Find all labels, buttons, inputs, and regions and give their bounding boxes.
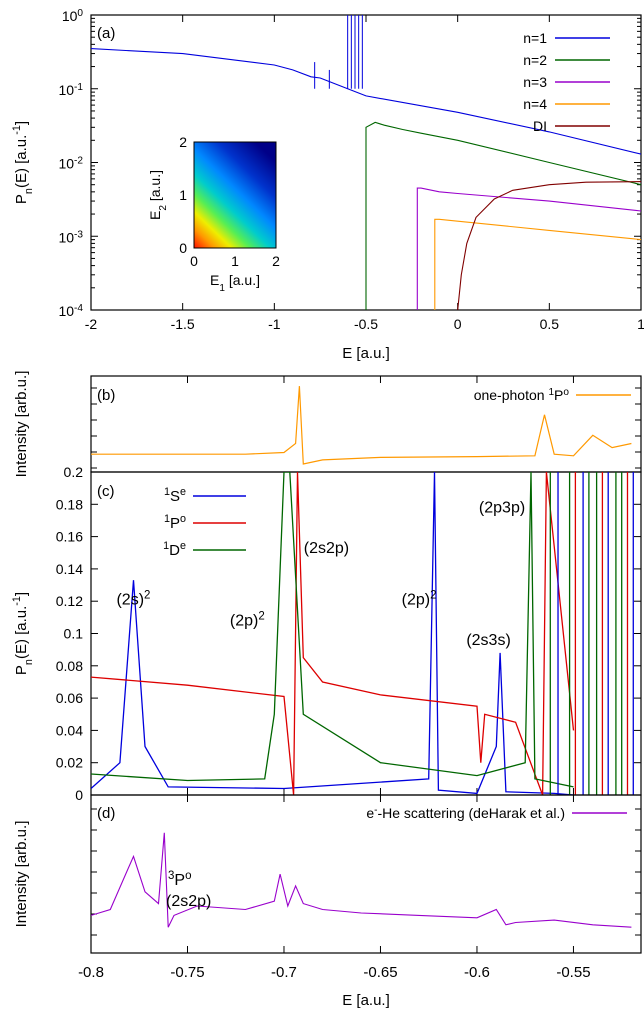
series-group <box>91 472 634 795</box>
y-tick-label: 0 <box>75 787 83 803</box>
legend-label: n=1 <box>523 30 547 46</box>
plot-frame <box>90 794 642 954</box>
y-tick-label: 0.02 <box>56 755 83 771</box>
x-tick-label: -2 <box>85 316 98 332</box>
y-axis-label: Pn(E) [a.u.-1] <box>11 121 35 204</box>
x-tick-label: -0.5 <box>354 316 378 332</box>
series-line-S <box>91 472 574 795</box>
legend-label: n=3 <box>523 74 547 90</box>
series-line-n=1 <box>91 48 641 155</box>
y-tick-label: 0.1 <box>64 626 84 642</box>
inset-y-tick-label: 0 <box>179 240 187 256</box>
y-tick-label: 0.12 <box>56 593 83 609</box>
legend-label: e--He scattering (deHarak et al.) <box>366 805 565 822</box>
y-tick-label: 10-3 <box>58 229 83 246</box>
y-tick-label: 10-4 <box>58 303 83 320</box>
x-tick-label: -1 <box>268 316 281 332</box>
inset-y-tick-label: 2 <box>179 134 187 150</box>
x-tick-label: -1.5 <box>171 316 195 332</box>
series-line-one-photon <box>91 386 632 465</box>
y-tick-label: 0.06 <box>56 690 83 706</box>
series-line-P <box>91 472 575 795</box>
state-annotation: (2p)2 <box>402 589 437 608</box>
y-tick-label: 100 <box>62 8 84 25</box>
series-line-n=2 <box>365 121 641 310</box>
x-tick-label: -0.6 <box>464 964 490 981</box>
legend-label: one-photon 1Po <box>474 387 570 404</box>
inset-x-tick-label: 1 <box>231 253 239 269</box>
panel-c: 0 0.02 0.04 0.06 0.08 0.1 0.12 0.14 0.16 0.18 0.2 (… <box>11 464 642 803</box>
panel-b: (b) Intensity [arb.u.] one-photon 1Po <box>13 371 642 478</box>
y-tick-label: 0.08 <box>56 658 83 674</box>
series-group <box>91 15 641 310</box>
x-tick-label: 0 <box>454 316 462 332</box>
legend-label: 1Po <box>164 513 186 532</box>
state-annotation: (2s3s) <box>466 632 510 649</box>
panel-label: (c) <box>97 483 115 500</box>
x-axis-label: E [a.u.] <box>342 345 390 362</box>
y-axis-label: Intensity [arb.u.] <box>13 371 30 478</box>
y-tick-label: 10-2 <box>58 155 83 172</box>
legend-label: n=4 <box>523 96 547 112</box>
series-group <box>91 832 632 928</box>
series-line-D <box>91 472 574 788</box>
state-annotation: (2s2p) <box>304 540 349 557</box>
x-tick-label: -0.65 <box>363 964 397 981</box>
y-axis-label: Intensity [arb.u.] <box>13 821 30 928</box>
state-annotation: (2s)2 <box>116 589 150 608</box>
x-tick-label: -0.75 <box>170 964 204 981</box>
series-line-n=3 <box>416 187 641 310</box>
x-axis-label: E [a.u.] <box>342 992 390 1009</box>
series-line-scattering <box>91 832 632 928</box>
x-tick-label: 1 <box>637 316 644 332</box>
x-tick-label: -0.55 <box>556 964 590 981</box>
legend-label: DI <box>533 118 547 134</box>
series-line-n=4 <box>434 218 641 310</box>
y-tick-label: 10-1 <box>58 81 83 98</box>
y-tick-label: 0.14 <box>56 561 83 577</box>
y-tick-label: 0.2 <box>64 464 84 480</box>
panel-label: (b) <box>97 387 115 404</box>
state-annotation: (2s2p) <box>166 893 211 910</box>
panel-label: (a) <box>97 25 115 42</box>
y-tick-label: 0.16 <box>56 529 83 545</box>
y-axis-label: Pn(E) [a.u.-1] <box>11 592 35 675</box>
x-tick-label: 0.5 <box>540 316 560 332</box>
x-tick-label: -0.8 <box>78 964 104 981</box>
state-annotation: 3Po <box>168 870 191 889</box>
state-annotation: (2p3p) <box>479 499 525 516</box>
inset-x-tick-label: 0 <box>190 253 198 269</box>
inset-y-axis-label: E2 [a.u.] <box>147 170 169 220</box>
legend-label: 1Se <box>164 486 186 505</box>
inset-x-tick-label: 2 <box>272 253 280 269</box>
y-tick-label: 0.18 <box>56 496 83 512</box>
inset-frame <box>193 141 277 249</box>
state-annotation: (2p)2 <box>230 610 265 629</box>
panel-label: (d) <box>97 805 115 822</box>
inset-x-axis-label: E1 [a.u.] <box>210 272 260 294</box>
inset-heatmap <box>194 142 276 248</box>
series-line-DI <box>457 181 641 310</box>
x-tick-label: -0.7 <box>271 964 297 981</box>
y-tick-label: 0.04 <box>56 722 83 738</box>
legend-label: n=2 <box>523 52 547 68</box>
inset-y-tick-label: 1 <box>179 187 187 203</box>
panel-d: -0.8 -0.75 -0.7 -0.65 -0.6 -0.55 (d) Intensity … <box>13 794 642 1009</box>
legend-label: 1De <box>163 540 186 559</box>
series-group <box>91 386 632 465</box>
